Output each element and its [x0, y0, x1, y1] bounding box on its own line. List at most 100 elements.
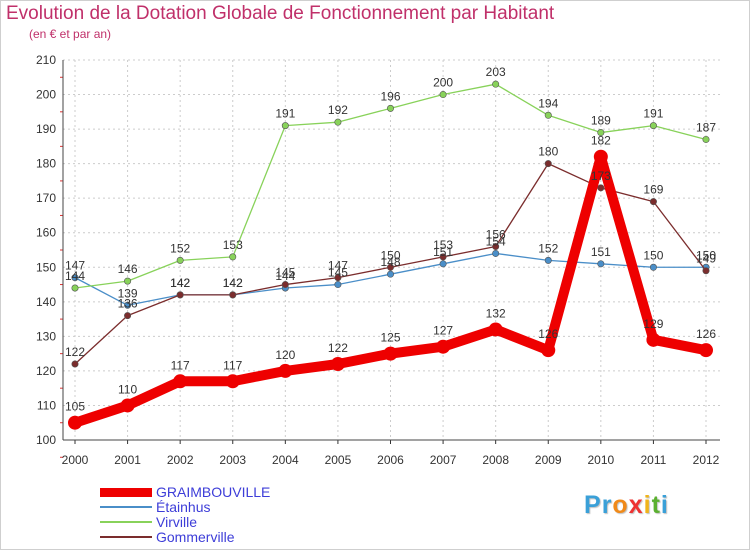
data-point: [383, 346, 398, 361]
logo-letter: x: [628, 491, 644, 519]
data-label: 196: [380, 89, 400, 103]
data-label: 122: [328, 341, 348, 355]
data-point: [541, 343, 556, 358]
proxiti-logo: Proxiti: [584, 491, 669, 520]
x-tick-label: 2005: [325, 453, 352, 467]
data-label: 153: [223, 238, 243, 252]
y-tick-label: 210: [36, 53, 56, 67]
data-label: 187: [696, 120, 716, 134]
data-point: [71, 274, 79, 282]
data-label: 126: [696, 327, 716, 341]
data-point: [334, 274, 342, 282]
data-point: [176, 256, 184, 264]
chart-title: Evolution de la Dotation Globale de Fonc…: [6, 3, 555, 24]
data-point: [278, 363, 293, 378]
data-label: 150: [643, 248, 663, 262]
data-label: 122: [65, 345, 85, 359]
y-tick-label: 120: [36, 364, 56, 378]
legend-label: GRAIMBOUVILLE: [156, 484, 271, 500]
data-point: [649, 263, 657, 271]
data-point: [281, 122, 289, 130]
y-tick-label: 130: [36, 329, 56, 343]
data-point: [492, 80, 500, 88]
data-point: [702, 267, 710, 275]
x-tick-label: 2003: [219, 453, 246, 467]
data-label: 180: [538, 145, 558, 159]
data-point: [439, 91, 447, 99]
data-point: [544, 160, 552, 168]
data-label: 146: [118, 262, 138, 276]
data-label: 153: [433, 238, 453, 252]
data-label: 125: [380, 331, 400, 345]
y-tick-label: 190: [36, 122, 56, 136]
data-label: 150: [380, 248, 400, 262]
y-tick-label: 100: [36, 433, 56, 447]
x-tick-label: 2008: [482, 453, 509, 467]
logo-letter: i: [660, 491, 669, 519]
logo-letter: P: [584, 491, 602, 519]
x-tick-label: 2007: [430, 453, 457, 467]
data-label: 151: [433, 245, 453, 259]
data-label: 129: [643, 317, 663, 331]
data-label: 127: [433, 324, 453, 338]
data-point: [173, 374, 188, 389]
data-point: [492, 249, 500, 257]
y-tick-label: 200: [36, 88, 56, 102]
data-point: [176, 291, 184, 299]
data-point: [124, 301, 132, 309]
data-label: 148: [380, 255, 400, 269]
x-tick-label: 2002: [167, 453, 194, 467]
data-label: 192: [328, 103, 348, 117]
y-tick-label: 160: [36, 226, 56, 240]
data-label: 152: [538, 241, 558, 255]
data-point: [544, 256, 552, 264]
data-point: [439, 260, 447, 268]
y-tick-label: 170: [36, 191, 56, 205]
data-point: [488, 322, 503, 337]
data-point: [386, 263, 394, 271]
logo-letter: t: [651, 491, 661, 519]
data-point: [124, 277, 132, 285]
data-point: [597, 129, 605, 137]
data-point: [120, 398, 135, 413]
data-point: [702, 135, 710, 143]
x-tick-label: 2009: [535, 453, 562, 467]
x-tick-label: 2010: [587, 453, 614, 467]
data-point: [646, 332, 661, 347]
data-point: [225, 374, 240, 389]
data-label: 136: [118, 297, 138, 311]
y-tick-label: 140: [36, 295, 56, 309]
data-point: [229, 291, 237, 299]
legend-swatch: [100, 521, 152, 523]
legend-label: Étainhus: [156, 499, 211, 515]
data-point: [649, 198, 657, 206]
logo-letter: i: [643, 491, 652, 519]
data-point: [597, 260, 605, 268]
data-label: 191: [643, 107, 663, 121]
data-label: 149: [696, 252, 716, 266]
legend-swatch: [100, 536, 152, 538]
data-label: 203: [486, 65, 506, 79]
data-label: 144: [275, 269, 295, 283]
data-label: 105: [65, 400, 85, 414]
x-tick-label: 2006: [377, 453, 404, 467]
data-point: [281, 281, 289, 289]
logo-letter: r: [601, 491, 613, 519]
data-point: [544, 111, 552, 119]
data-label: 182: [591, 134, 611, 148]
data-label: 189: [591, 114, 611, 128]
data-point: [386, 104, 394, 112]
data-label: 110: [118, 382, 137, 396]
data-point: [436, 339, 451, 354]
data-label: 144: [65, 269, 85, 283]
data-point: [597, 184, 605, 192]
y-tick-label: 110: [37, 398, 56, 412]
legend-label: Virville: [156, 514, 197, 530]
data-label: 169: [643, 183, 663, 197]
legend-swatch: [100, 487, 152, 497]
data-point: [334, 281, 342, 289]
data-label: 120: [275, 348, 295, 362]
data-point: [71, 284, 79, 292]
data-label: 191: [275, 107, 295, 121]
